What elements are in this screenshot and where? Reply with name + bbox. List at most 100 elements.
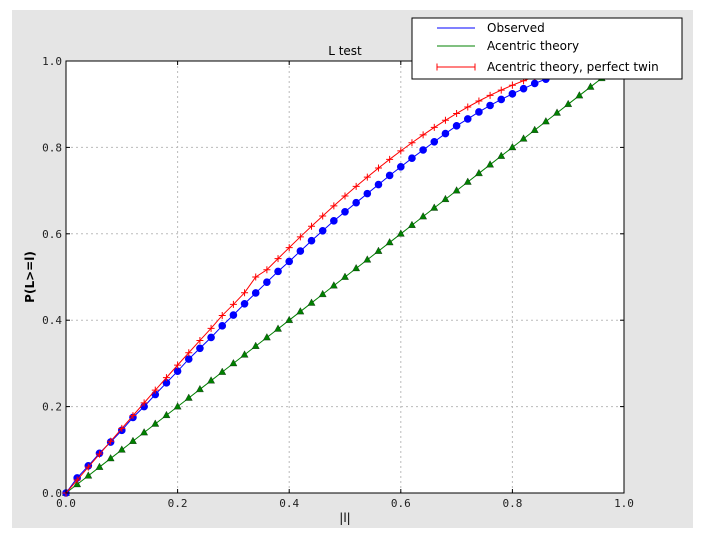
chart-title: L test [328,44,362,58]
data-point-circle [229,311,238,319]
data-point-plus [419,131,427,139]
y-tick-label: 0.2 [42,401,62,414]
data-point-plus [129,412,137,420]
data-point-triangle [463,177,472,185]
data-point-plus [486,91,494,99]
data-point-circle [207,333,215,342]
data-point-circle [274,267,282,276]
data-point-triangle [307,298,316,306]
y-tick-label: 1.0 [42,55,62,68]
data-point-triangle [374,246,383,254]
data-point-plus [330,202,338,210]
data-point-triangle [240,350,249,358]
data-point-circle [352,198,360,207]
data-point-triangle [207,376,215,384]
data-point-triangle [385,238,394,246]
data-point-plus [430,123,438,131]
data-point-plus [162,374,170,382]
data-point-plus [229,300,237,308]
data-point-circle [330,217,338,225]
data-point-triangle [419,212,427,220]
data-point-circle [430,137,439,146]
data-point-circle [341,207,349,216]
data-point-triangle [553,108,561,116]
data-point-triangle [396,229,405,237]
data-point-plus [118,424,126,432]
data-point-plus [196,336,204,344]
data-point-plus [151,386,159,394]
data-point-triangle [218,367,227,375]
data-point-plus [73,476,81,484]
data-point-circle [218,322,227,330]
data-point-plus [341,192,349,200]
data-point-triangle [542,117,550,125]
data-point-circle [240,299,249,308]
data-point-circle [184,355,193,363]
y-tick-label: 0.0 [42,487,62,500]
data-point-circle [196,344,204,353]
data-point-triangle [129,436,137,444]
data-point-circle [263,278,271,286]
data-point-circle [441,129,450,138]
x-tick-label: 1.0 [614,497,634,510]
data-point-triangle [475,169,483,177]
data-point-circle [385,171,394,180]
data-point-plus [263,266,271,274]
data-point-circle [363,189,372,198]
data-point-triangle [229,359,238,367]
data-point-circle [374,180,383,189]
data-point-plus [397,147,405,155]
data-point-triangle [352,264,361,272]
y-axis-label: P(L>=l) [23,251,37,303]
axes-frame [65,60,625,494]
data-point-plus [386,155,394,163]
data-point-triangle [296,307,305,315]
data-point-plus [508,81,516,89]
data-point-triangle [84,471,93,479]
data-point-triangle [452,186,461,194]
x-tick-label: 0.6 [391,497,411,510]
data-point-triangle [564,99,573,107]
data-point-circle [296,247,305,255]
data-point-circle [318,226,327,235]
data-point-triangle [251,341,260,349]
data-point-triangle [173,402,182,410]
data-point-circle [530,79,539,88]
data-point-triangle [519,134,528,142]
data-point-plus [319,212,327,220]
data-point-triangle [184,393,193,401]
y-tick-label: 0.6 [42,228,62,241]
data-point-plus [475,97,483,105]
data-point-circle [475,108,483,116]
data-point-circle [173,367,182,375]
data-point-circle [285,257,294,266]
data-point-triangle [318,289,327,298]
legend-label: Acentric theory, perfect twin [487,60,659,74]
data-point-plus [274,255,282,263]
data-point-circle [397,163,405,171]
data-point-circle [452,122,461,130]
data-point-triangle [363,255,372,263]
data-point-plus [107,437,115,445]
data-point-plus [464,103,472,111]
data-point-plus [352,182,360,190]
data-point-circle [419,146,427,154]
data-point-circle [519,84,528,93]
data-point-plus [285,244,293,252]
data-point-triangle [575,91,584,99]
data-point-plus [453,109,461,117]
data-point-plus [374,164,382,172]
data-point-triangle [430,203,439,211]
legend: Observed Acentric theory Acentric theory, … [411,17,683,80]
data-point-circle [307,236,316,245]
data-point-plus [84,463,92,471]
data-point-triangle [106,454,115,462]
data-point-triangle [117,445,126,453]
data-point-triangle [341,272,349,280]
data-point-triangle [162,410,171,418]
data-point-plus [174,361,182,369]
y-tick-label: 0.8 [42,141,62,154]
x-tick-label: 0.2 [168,497,188,510]
data-point-plus [252,273,260,281]
